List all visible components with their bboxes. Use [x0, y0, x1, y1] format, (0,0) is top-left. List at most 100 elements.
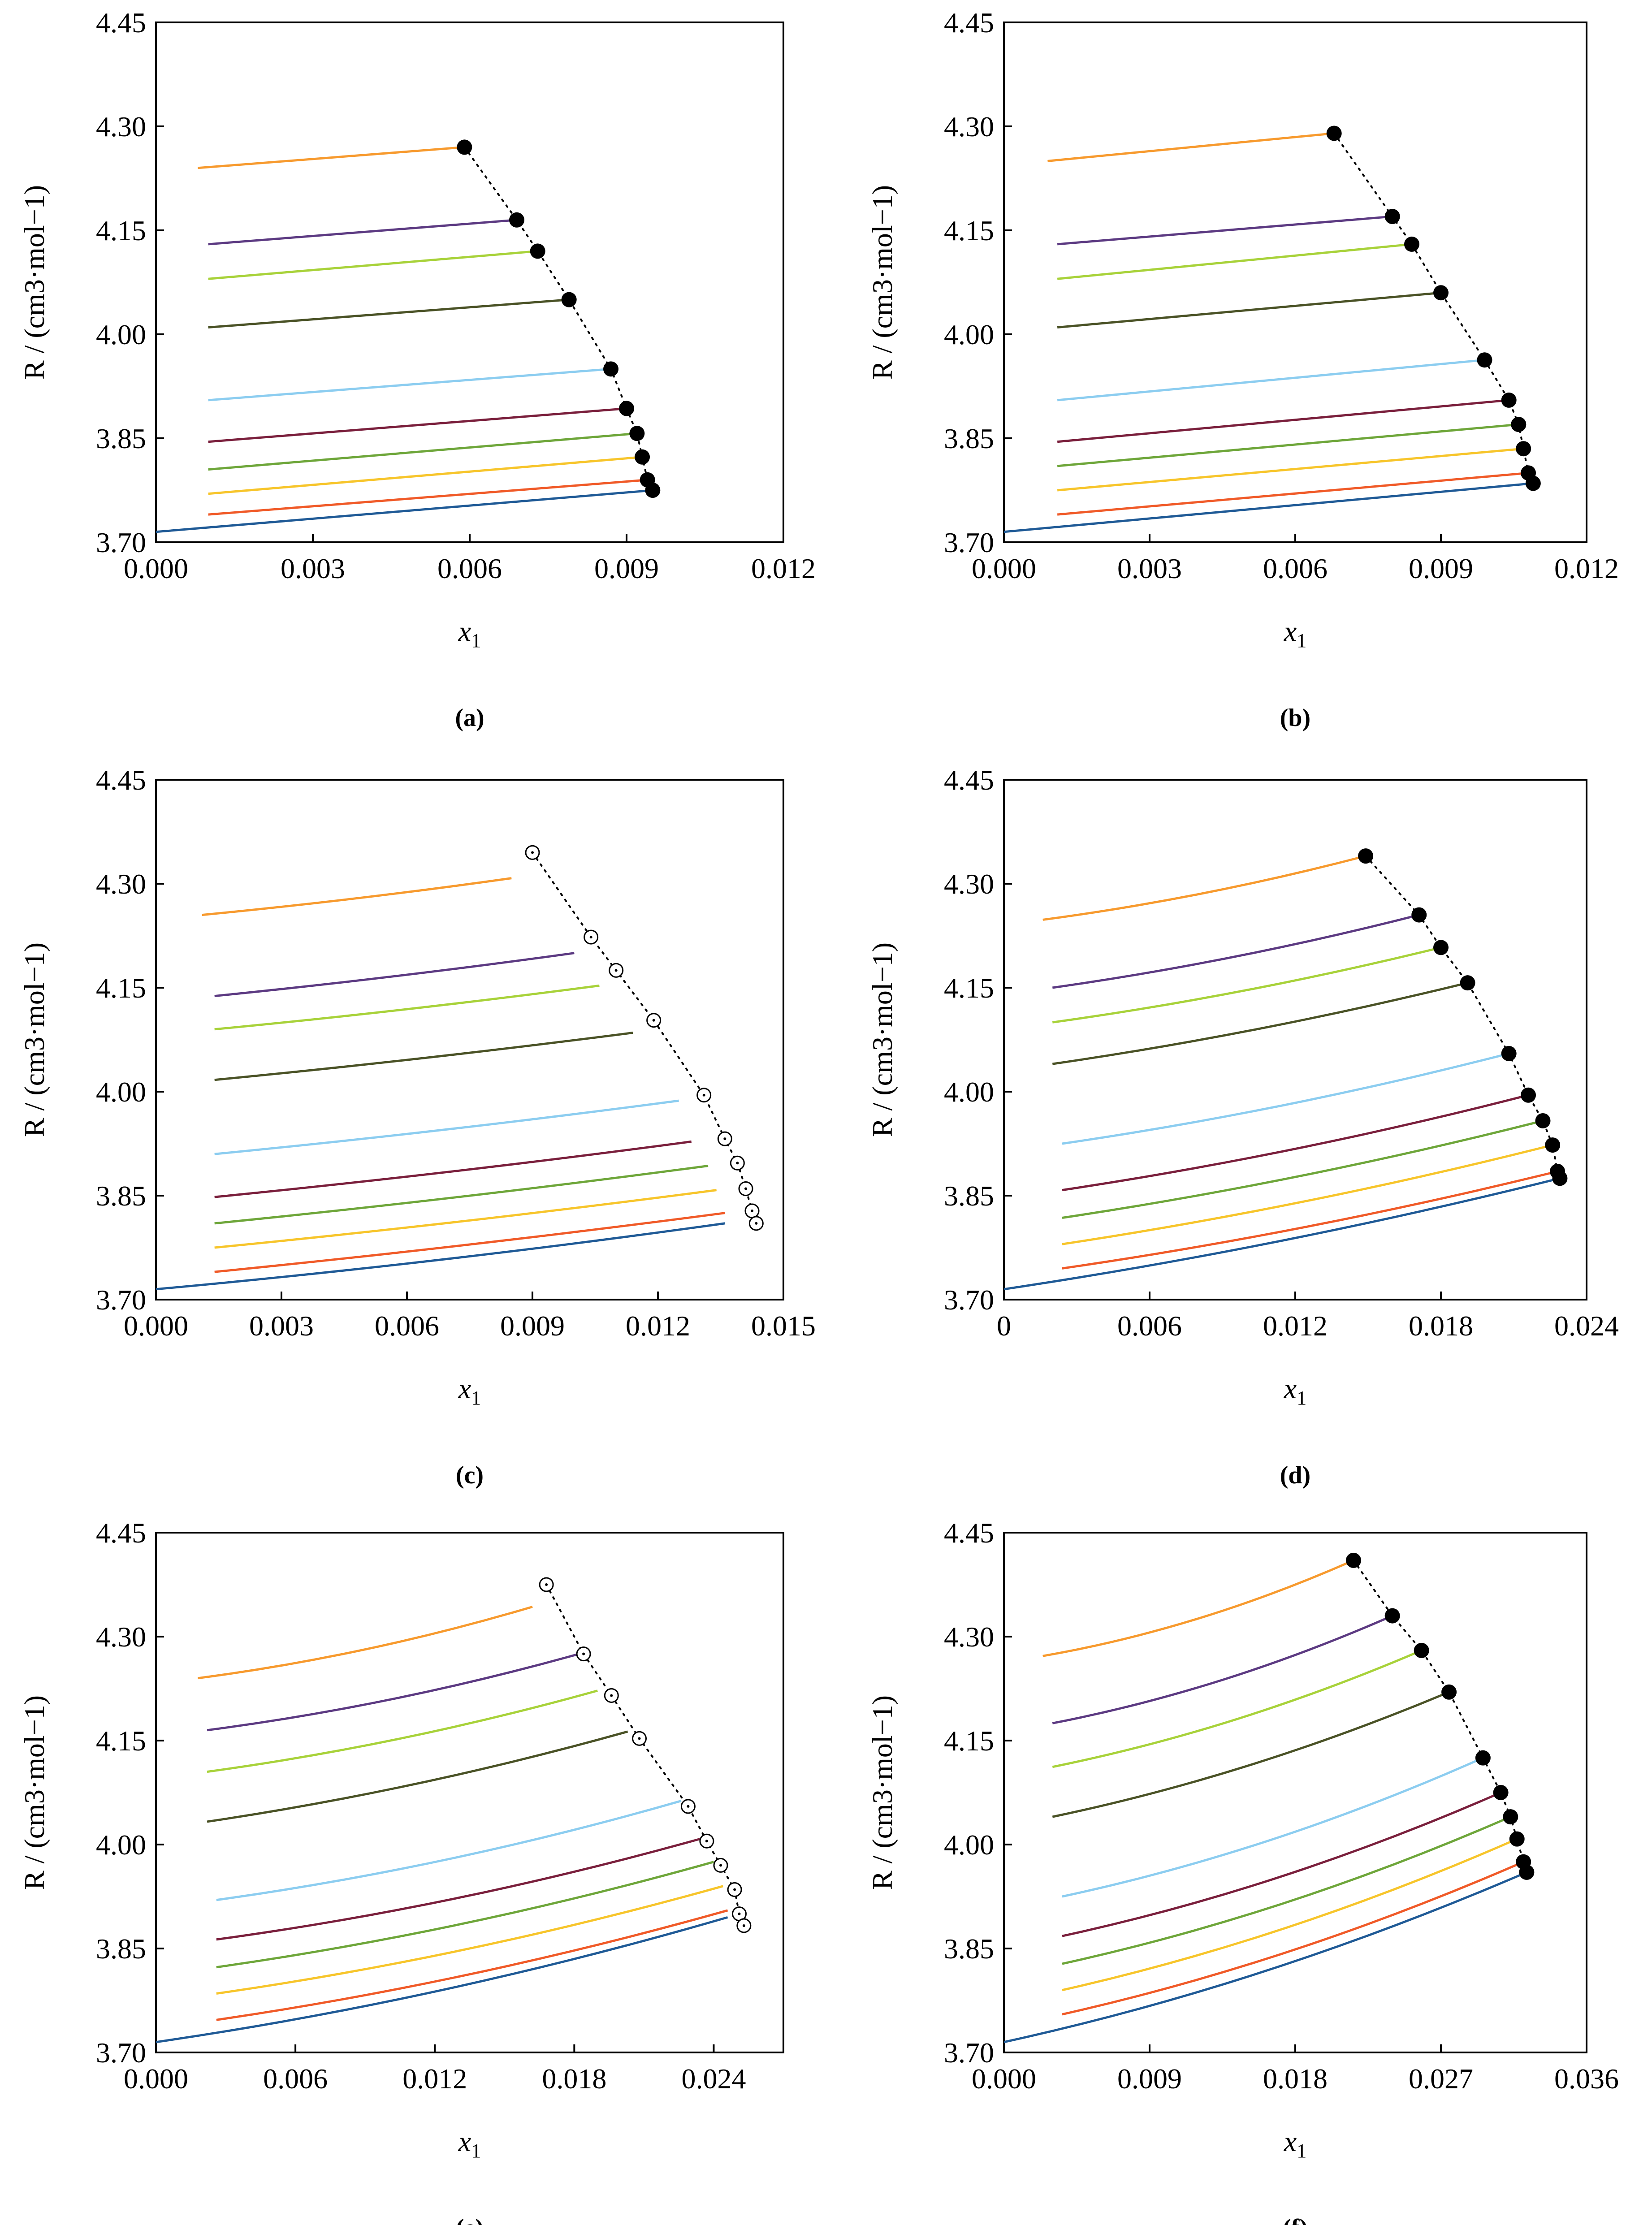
series-line — [208, 219, 517, 246]
series-line — [156, 1916, 728, 2044]
series-line — [208, 432, 637, 471]
y-tick-label: 4.30 — [96, 111, 146, 143]
x-tick-label: 0.000 — [972, 2063, 1036, 2095]
x-tick-label: 0.012 — [751, 553, 816, 584]
y-tick-label: 3.70 — [944, 1284, 994, 1316]
series-line — [156, 1222, 725, 1291]
data-point-marker — [1501, 392, 1517, 408]
series-line — [216, 1838, 701, 1941]
series-line — [214, 1165, 709, 1225]
panel-label: (f) — [1283, 2214, 1308, 2225]
marker-center — [531, 851, 534, 854]
chart-panel: 3.70 3.85 4.00 4.15 4.30 4.45 0.000 0.003 0.006 0… — [18, 7, 816, 732]
data-point-marker — [1404, 236, 1419, 252]
x-tick-label: 0.012 — [1263, 1310, 1328, 1342]
series-line — [214, 1212, 725, 1273]
series-line — [198, 146, 465, 169]
endpoint-trend — [463, 146, 654, 491]
x-tick-label: 0.024 — [681, 2063, 746, 2095]
series-line — [1052, 1691, 1450, 1818]
marker-center — [744, 1187, 747, 1190]
endpoint-trend — [1353, 1559, 1528, 1873]
y-tick-label: 4.30 — [96, 868, 146, 900]
series-line — [1062, 1119, 1544, 1219]
x-tick-label: 0.012 — [626, 1310, 690, 1342]
marker-center — [723, 1137, 727, 1141]
x-tick-label: 0.006 — [437, 553, 502, 584]
y-tick-label: 3.85 — [96, 1933, 146, 1965]
x-tick-label: 0.006 — [1117, 1310, 1182, 1342]
plot-frame — [155, 22, 784, 543]
x-tick-label: 0.009 — [1117, 2063, 1182, 2095]
y-tick-label: 4.15 — [96, 215, 146, 246]
marker-center — [610, 1694, 613, 1697]
data-point-marker — [1511, 417, 1527, 432]
series-line — [1052, 946, 1441, 1024]
marker-center — [652, 1019, 655, 1022]
x-axis-title: x1 — [1284, 1373, 1306, 1409]
marker-center — [702, 1093, 705, 1097]
series-line — [1042, 1559, 1354, 1657]
y-tick-label: 4.15 — [944, 1725, 994, 1757]
series-line — [1003, 1871, 1527, 2044]
y-tick-label: 3.70 — [944, 2037, 994, 2069]
series-line — [1062, 1815, 1511, 1965]
y-tick-label: 4.00 — [944, 1829, 994, 1861]
x-axis-title: x1 — [458, 1373, 481, 1409]
series-line — [216, 1885, 723, 1995]
x-tick-label: 0.018 — [542, 2063, 606, 2095]
marker-center — [687, 1805, 690, 1808]
data-point-marker — [1441, 1684, 1457, 1700]
series-line — [198, 1606, 533, 1680]
y-tick-label: 4.45 — [944, 764, 994, 796]
panel-label: (b) — [1280, 704, 1310, 732]
y-tick-label: 4.00 — [944, 1076, 994, 1108]
plot-frame — [1003, 779, 1587, 1300]
x-tick-label: 0.003 — [249, 1310, 314, 1342]
x-tick-label: 0.009 — [1409, 553, 1473, 584]
data-point-marker — [1501, 1046, 1517, 1061]
data-point-marker — [603, 361, 618, 377]
y-tick-label: 4.15 — [944, 972, 994, 1004]
series-line — [208, 367, 611, 402]
x-tick-label: 0.018 — [1263, 2063, 1328, 2095]
x-tick-label: 0.009 — [594, 553, 659, 584]
series-line — [1052, 1649, 1422, 1768]
series-line — [1057, 447, 1524, 492]
y-tick-label: 3.85 — [944, 1180, 994, 1212]
data-point-marker — [1346, 1552, 1361, 1568]
x-tick-label: 0.012 — [1554, 553, 1619, 584]
marker-center — [738, 1912, 741, 1915]
series-line — [207, 1653, 579, 1732]
data-point-marker — [1433, 940, 1449, 955]
marker-center — [755, 1222, 758, 1225]
marker-center — [545, 1583, 548, 1586]
chart-panel: 3.70 3.85 4.00 4.15 4.30 4.45 0.000 0.006 0.012 0… — [18, 1517, 784, 2225]
marker-center — [589, 936, 592, 939]
panel-label: (a) — [455, 704, 484, 732]
y-tick-label: 4.00 — [96, 1076, 146, 1108]
y-tick-label: 3.70 — [944, 527, 994, 558]
x-axis-title: x1 — [1284, 615, 1306, 652]
y-axis-title: R / (cm3·mol−1) — [18, 1695, 50, 1890]
data-point-marker — [1326, 125, 1342, 141]
endpoint-trend — [532, 851, 757, 1224]
y-tick-label: 4.15 — [96, 972, 146, 1004]
data-point-marker — [1535, 1113, 1551, 1128]
data-point-marker — [1503, 1809, 1518, 1825]
y-tick-label: 4.15 — [96, 1725, 146, 1757]
x-tick-label: 0.036 — [1554, 2063, 1619, 2095]
x-tick-label: 0.012 — [402, 2063, 467, 2095]
y-tick-label: 4.45 — [944, 1517, 994, 1549]
y-tick-label: 4.45 — [96, 1517, 146, 1549]
data-point-marker — [1552, 1171, 1568, 1186]
y-tick-label: 3.70 — [96, 2037, 146, 2069]
endpoint-trend — [1365, 855, 1561, 1179]
series-line — [1057, 359, 1485, 402]
data-point-marker — [1384, 1608, 1400, 1624]
data-point-marker — [1411, 907, 1427, 923]
y-tick-label: 3.70 — [96, 527, 146, 558]
series-line — [1062, 1052, 1509, 1145]
data-point-marker — [1475, 1750, 1491, 1766]
series-line — [1062, 1170, 1558, 1270]
